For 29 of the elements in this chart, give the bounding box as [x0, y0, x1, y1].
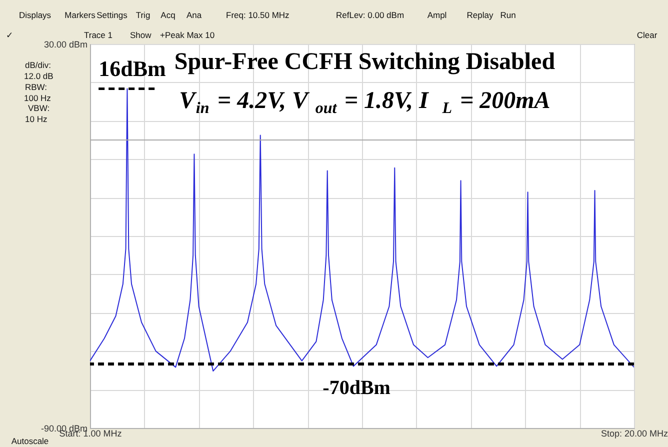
text: RefLev: 0.00 dBm [336, 10, 404, 20]
text: Ampl [427, 10, 447, 20]
text: Displays [18, 10, 52, 20]
text: 10 Hz [25, 114, 48, 124]
line-series [90, 88, 634, 372]
text: Run [500, 10, 516, 20]
y-tick-label: 30.00 dBm [44, 40, 88, 50]
text: Trig [136, 10, 150, 20]
text: RBW: [25, 82, 48, 92]
annotation: 16dBm [98, 56, 166, 81]
x-tick-label: Stop: 20.00 MHz [600, 428, 668, 438]
text: 12.0 dB [24, 71, 54, 81]
text: ✓ [6, 30, 14, 40]
text: 100 Hz [24, 93, 51, 103]
text: VBW: [28, 103, 50, 113]
text: Settings [96, 10, 128, 20]
ref-line-label: -70dBm [322, 377, 391, 399]
text: Acq [160, 10, 176, 20]
text: Replay [466, 10, 494, 20]
text: Ana [186, 10, 202, 20]
text: Clear [636, 30, 658, 40]
text: Markers [64, 10, 96, 20]
text: +Peak Max 10 [160, 30, 215, 40]
text: Trace 1 [84, 30, 113, 40]
text: Freq: 10.50 MHz [226, 10, 290, 20]
text: dB/div: [25, 60, 51, 70]
chart-title: Spur-Free CCFH Switching Disabled [174, 49, 556, 75]
text: Autoscale [11, 436, 49, 446]
text: Show [130, 30, 152, 40]
